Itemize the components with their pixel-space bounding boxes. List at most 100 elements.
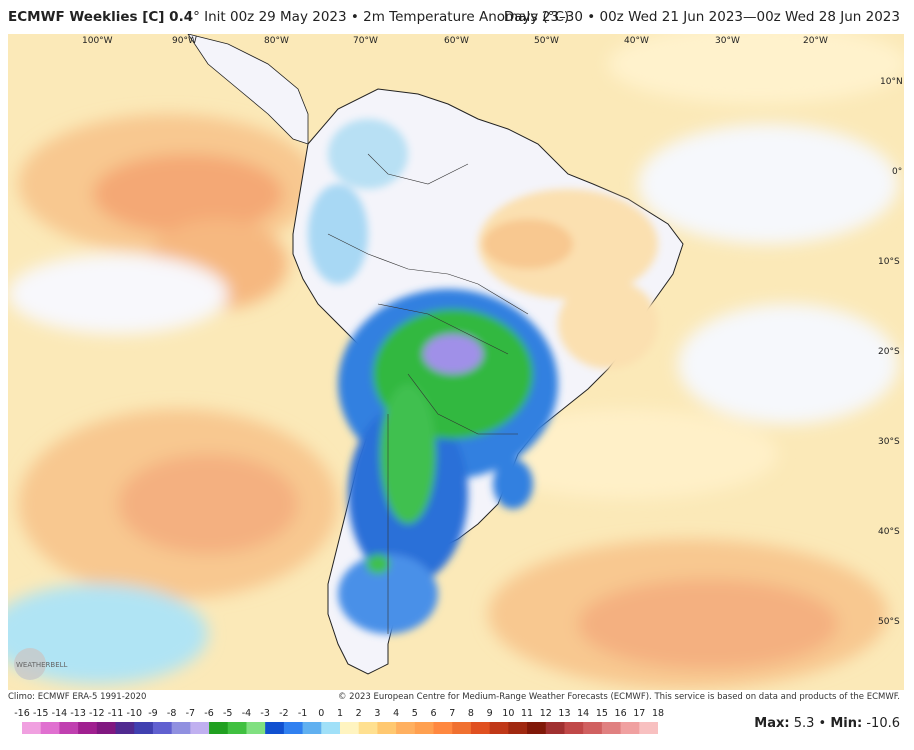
pacific-warm-core bbox=[93, 154, 283, 234]
colorbar bbox=[22, 722, 658, 734]
colorbar-swatch bbox=[414, 722, 435, 734]
max-value: 5.3 bbox=[793, 716, 815, 731]
north-atlantic bbox=[608, 24, 908, 104]
cold-spot-1 bbox=[366, 554, 390, 574]
lon-label-100w: 100°W bbox=[82, 36, 113, 46]
south-pacific-warm-core bbox=[118, 454, 298, 554]
anomaly-map: 100°W 90°W 80°W 70°W 60°W 50°W 40°W 30°W… bbox=[0, 24, 908, 690]
colorbar-tick-label: 13 bbox=[558, 708, 571, 719]
separator: • bbox=[818, 716, 827, 731]
lon-label-70w: 70°W bbox=[353, 36, 378, 46]
colorbar-tick-label: -7 bbox=[185, 708, 196, 719]
colorbar-tick-label: -2 bbox=[279, 708, 289, 719]
colorbar-tick-label: 18 bbox=[651, 708, 665, 719]
colorbar-swatch bbox=[377, 722, 397, 734]
footer: Climo: ECMWF ERA-5 1991-2020 © 2023 Euro… bbox=[0, 692, 914, 750]
lon-label-40w: 40°W bbox=[624, 36, 649, 46]
colorbar-swatch bbox=[527, 722, 547, 734]
colorbar-swatch bbox=[452, 722, 472, 734]
colorbar-tick-label: -5 bbox=[223, 708, 233, 719]
graticule-labels: 100°W 90°W 80°W 70°W 60°W 50°W 40°W 30°W… bbox=[82, 36, 903, 627]
colorbar-tick-label: 7 bbox=[449, 708, 456, 719]
max-min-readout: Max: 5.3 • Min: -10.6 bbox=[754, 716, 900, 731]
lat-label-50s: 50°S bbox=[878, 617, 900, 627]
title-bold: ECMWF Weeklies [C] 0.4 bbox=[8, 9, 194, 25]
colorbar-swatch bbox=[171, 722, 191, 734]
header: ECMWF Weeklies [C] 0.4° Init 00z 29 May … bbox=[0, 0, 914, 34]
lon-label-90w: 90°W bbox=[172, 36, 197, 46]
colorbar-swatch bbox=[40, 722, 60, 734]
lat-label-10s: 10°S bbox=[878, 257, 900, 267]
colorbar-tick-label: 1 bbox=[336, 708, 344, 719]
colorbar-swatch bbox=[489, 722, 509, 734]
lat-label-0: 0° bbox=[892, 167, 902, 177]
colorbar-tick-label: 3 bbox=[374, 708, 381, 719]
colorbar-tick-label: 14 bbox=[577, 708, 590, 719]
colorbar-tick-label: 16 bbox=[614, 708, 627, 719]
lat-label-10n: 10°N bbox=[880, 77, 903, 87]
andes-cool-north bbox=[308, 184, 368, 284]
colorbar-tick-label: -11 bbox=[107, 708, 124, 719]
title-rest: ° Init 00z 29 May 2023 • 2m Temperature … bbox=[193, 9, 570, 25]
lon-label-60w: 60°W bbox=[444, 36, 469, 46]
colorbar-swatch bbox=[302, 722, 322, 734]
colorbar-swatch bbox=[545, 722, 565, 734]
colorbar-tick-label: 6 bbox=[430, 708, 437, 719]
min-value: -10.6 bbox=[866, 716, 900, 731]
colorbar-tick-label: 2 bbox=[355, 708, 362, 719]
colorbar-swatch bbox=[396, 722, 416, 734]
colorbar-tick-label: -10 bbox=[126, 708, 142, 719]
colorbar-tick-label: 11 bbox=[521, 708, 534, 719]
colorbar-tick-label: 5 bbox=[411, 708, 418, 719]
copyright-note: © 2023 European Centre for Medium-Range … bbox=[337, 692, 900, 702]
colorbar-swatch bbox=[583, 722, 603, 734]
colorbar-tick-label: 12 bbox=[539, 708, 552, 719]
colorbar-tick-label: -13 bbox=[70, 708, 86, 719]
lat-label-40s: 40°S bbox=[878, 527, 900, 537]
atlantic-pale bbox=[478, 409, 778, 499]
colorbar-tick-label: 9 bbox=[486, 708, 493, 719]
colorbar-swatch bbox=[115, 722, 135, 734]
colorbar-swatch bbox=[358, 722, 378, 734]
colorbar-swatch bbox=[433, 722, 453, 734]
lon-label-30w: 30°W bbox=[715, 36, 740, 46]
colorbar-swatch bbox=[59, 722, 79, 734]
logo-text: WEATHERBELL bbox=[16, 661, 68, 669]
colorbar-tick-label: -1 bbox=[297, 708, 308, 719]
colorbar-swatch bbox=[321, 722, 341, 734]
colorbar-swatch bbox=[96, 722, 117, 734]
colorbar-swatch bbox=[601, 722, 622, 734]
central-america-land bbox=[187, 33, 309, 145]
colorbar-tick-label: 4 bbox=[393, 708, 400, 719]
lon-label-50w: 50°W bbox=[534, 36, 559, 46]
colorbar-swatch bbox=[620, 722, 640, 734]
weatherbell-logo: WEATHERBELL bbox=[14, 648, 68, 680]
colorbar-swatch bbox=[283, 722, 304, 734]
colorbar-swatch bbox=[564, 722, 584, 734]
map-svg: 100°W 90°W 80°W 70°W 60°W 50°W 40°W 30°W… bbox=[0, 24, 908, 690]
colorbar-tick-label: -15 bbox=[32, 708, 49, 719]
colorbar-tick-label: 17 bbox=[633, 708, 646, 719]
colorbar-swatch bbox=[134, 722, 154, 734]
colorbar-tick-label: -9 bbox=[148, 708, 158, 719]
lon-label-20w: 20°W bbox=[803, 36, 828, 46]
ne-brazil-warm bbox=[558, 279, 658, 369]
lat-label-20s: 20°S bbox=[878, 347, 900, 357]
forecast-period: Days 23–30 • 00z Wed 21 Jun 2023—00z Wed… bbox=[503, 9, 900, 25]
lat-label-30s: 30°S bbox=[878, 437, 900, 447]
chart-title: ECMWF Weeklies [C] 0.4° Init 00z 29 May … bbox=[8, 9, 569, 25]
colorbar-swatch bbox=[470, 722, 491, 734]
lon-label-80w: 80°W bbox=[264, 36, 289, 46]
colorbar-tick-label: -12 bbox=[89, 708, 105, 719]
colorbar-swatch bbox=[639, 722, 658, 734]
neutral-zone-3 bbox=[678, 304, 898, 424]
country-borders bbox=[327, 153, 529, 634]
colorbar-swatch bbox=[209, 722, 229, 734]
extreme-cold-core bbox=[423, 334, 483, 374]
brazil-warm-core bbox=[483, 219, 573, 269]
colorbar-swatch bbox=[227, 722, 247, 734]
colorbar-swatch bbox=[152, 722, 173, 734]
south-atlantic-warm-core bbox=[578, 579, 838, 669]
colorbar-swatch bbox=[340, 722, 360, 734]
colorbar-tick-label: 15 bbox=[595, 708, 608, 719]
